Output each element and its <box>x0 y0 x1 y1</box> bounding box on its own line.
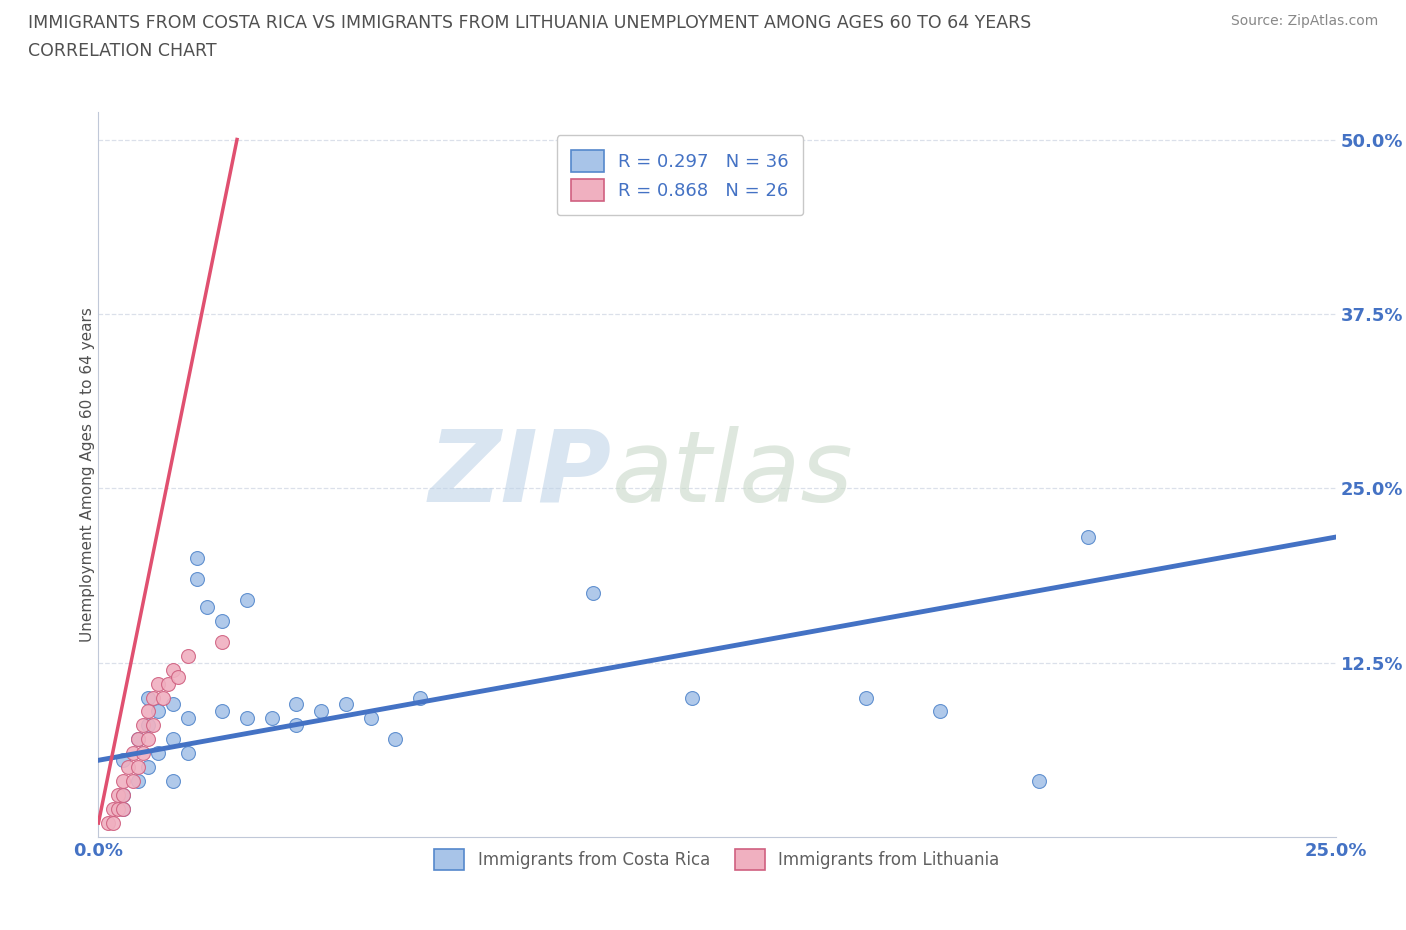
Point <box>146 676 169 691</box>
Point <box>107 788 129 803</box>
Point <box>117 760 139 775</box>
Point <box>260 711 283 726</box>
Point <box>855 690 877 705</box>
Point <box>176 711 198 726</box>
Point <box>195 600 218 615</box>
Point <box>1028 774 1050 789</box>
Point <box>103 802 125 817</box>
Point <box>127 760 149 775</box>
Point <box>132 718 155 733</box>
Point <box>136 718 159 733</box>
Point <box>122 774 145 789</box>
Text: CORRELATION CHART: CORRELATION CHART <box>28 42 217 60</box>
Point <box>146 704 169 719</box>
Point <box>162 662 184 677</box>
Point <box>136 732 159 747</box>
Point <box>122 746 145 761</box>
Legend: Immigrants from Costa Rica, Immigrants from Lithuania: Immigrants from Costa Rica, Immigrants f… <box>422 836 1012 884</box>
Text: IMMIGRANTS FROM COSTA RICA VS IMMIGRANTS FROM LITHUANIA UNEMPLOYMENT AMONG AGES : IMMIGRANTS FROM COSTA RICA VS IMMIGRANTS… <box>28 14 1032 32</box>
Point <box>112 753 135 768</box>
Point <box>335 698 357 712</box>
Point <box>162 774 184 789</box>
Point <box>112 788 135 803</box>
Point <box>309 704 332 719</box>
Point <box>146 746 169 761</box>
Y-axis label: Unemployment Among Ages 60 to 64 years: Unemployment Among Ages 60 to 64 years <box>80 307 94 642</box>
Point <box>156 676 179 691</box>
Point <box>1077 530 1099 545</box>
Point <box>186 551 208 565</box>
Text: atlas: atlas <box>612 426 853 523</box>
Point <box>152 690 174 705</box>
Point <box>127 732 149 747</box>
Point <box>211 614 233 629</box>
Point <box>112 802 135 817</box>
Text: ZIP: ZIP <box>429 426 612 523</box>
Point <box>162 732 184 747</box>
Point <box>103 816 125 830</box>
Point <box>107 802 129 817</box>
Point <box>360 711 382 726</box>
Point <box>681 690 703 705</box>
Point <box>97 816 120 830</box>
Point <box>236 711 259 726</box>
Point <box>136 760 159 775</box>
Point <box>176 746 198 761</box>
Point <box>176 648 198 663</box>
Text: Source: ZipAtlas.com: Source: ZipAtlas.com <box>1230 14 1378 28</box>
Point <box>162 698 184 712</box>
Point <box>112 774 135 789</box>
Point <box>236 592 259 607</box>
Point <box>132 746 155 761</box>
Point <box>112 802 135 817</box>
Point <box>211 634 233 649</box>
Point <box>928 704 950 719</box>
Point <box>142 718 165 733</box>
Point <box>285 718 308 733</box>
Point <box>211 704 233 719</box>
Point <box>142 690 165 705</box>
Point <box>285 698 308 712</box>
Point <box>384 732 406 747</box>
Point <box>136 690 159 705</box>
Point <box>136 704 159 719</box>
Point <box>409 690 432 705</box>
Point <box>582 586 605 601</box>
Point <box>127 774 149 789</box>
Point <box>112 788 135 803</box>
Point <box>166 670 188 684</box>
Point <box>186 571 208 587</box>
Point <box>127 732 149 747</box>
